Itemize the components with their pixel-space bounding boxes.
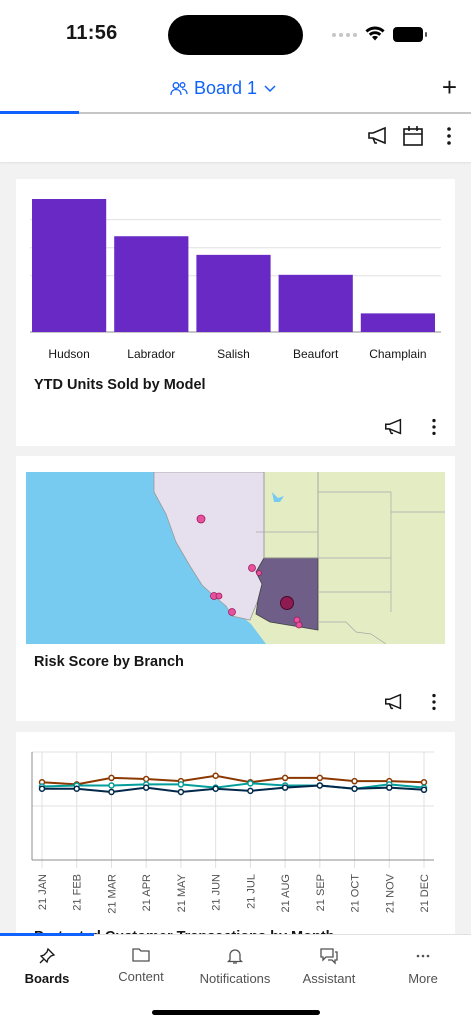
data-point[interactable] — [351, 785, 358, 792]
data-point[interactable] — [177, 781, 185, 788]
folder-icon — [132, 948, 150, 962]
data-point[interactable] — [73, 785, 80, 792]
status-time: 11:56 — [66, 22, 118, 44]
data-point[interactable] — [108, 788, 115, 796]
risk-score-map[interactable] — [26, 472, 445, 644]
megaphone-icon[interactable] — [383, 691, 405, 713]
overflow-menu-icon[interactable] — [437, 124, 461, 148]
data-point[interactable] — [281, 774, 289, 782]
bottom-nav: Boards Content Notifications Assistant M… — [0, 933, 471, 1024]
data-point[interactable] — [247, 780, 254, 787]
data-point[interactable] — [108, 774, 115, 782]
x-tick-label: 21 JUL — [245, 874, 257, 909]
wifi-icon — [365, 26, 385, 41]
data-point[interactable] — [351, 777, 358, 785]
data-point[interactable] — [316, 782, 324, 789]
nav-item-boards[interactable]: Boards — [0, 935, 94, 991]
status-bar: 11:56 — [0, 0, 471, 66]
data-point[interactable] — [142, 775, 150, 783]
board-header: Board 1 + — [0, 66, 471, 114]
x-tick-label: 21 SEP — [315, 874, 327, 911]
x-tick-label: Salish — [217, 347, 250, 361]
nav-item-more[interactable]: More — [376, 935, 470, 991]
risk-score-card[interactable]: Risk Score by Branch — [16, 456, 455, 721]
board-toolbar — [0, 114, 471, 162]
data-point[interactable] — [247, 787, 254, 795]
x-tick-label: 21 MAY — [176, 873, 188, 912]
add-board-button[interactable]: + — [441, 72, 457, 102]
x-tick-label: 21 APR — [141, 874, 153, 911]
bar[interactable] — [196, 254, 271, 332]
x-tick-label: 21 JUN — [211, 874, 223, 911]
series-line — [42, 784, 425, 793]
bar[interactable] — [114, 236, 189, 332]
board-name: Board 1 — [194, 78, 258, 98]
users-icon — [170, 81, 188, 95]
data-point[interactable] — [420, 778, 428, 786]
transactions-line-chart: 21 JAN 21 FEB 21 MAR 21 APR 21 MAY 21 JUN 21 J… — [31, 751, 434, 914]
x-tick-label: Champlain — [369, 347, 426, 361]
calendar-icon[interactable] — [401, 124, 425, 148]
data-point[interactable] — [108, 782, 115, 789]
data-point[interactable] — [212, 772, 219, 780]
series-line — [41, 774, 425, 786]
data-point[interactable] — [281, 784, 289, 791]
data-point[interactable] — [316, 774, 324, 782]
battery-icon — [393, 27, 427, 42]
units-sold-card[interactable]: Hudson Labrador Salish Beaufort Champlain YT… — [16, 179, 455, 446]
x-tick-label: 21 NOV — [384, 873, 396, 913]
nav-item-assistant[interactable]: Assistant — [282, 935, 376, 991]
overflow-menu-icon[interactable] — [423, 691, 445, 713]
pin-icon — [39, 947, 56, 964]
tab-indicator — [0, 111, 79, 114]
x-tick-label: 21 OCT — [350, 874, 362, 913]
card-title: YTD Units Sold by Model — [34, 377, 206, 393]
data-point[interactable] — [38, 785, 46, 792]
chevron-down-icon — [264, 84, 276, 92]
data-point[interactable] — [177, 788, 185, 796]
card-title: Risk Score by Branch — [34, 654, 184, 670]
x-tick-label: 21 FEB — [72, 874, 84, 911]
units-sold-bar-chart: Hudson Labrador Salish Beaufort Champlain — [30, 199, 441, 361]
overflow-menu-icon[interactable] — [423, 416, 445, 438]
nav-item-content[interactable]: Content — [94, 935, 188, 991]
more-icon — [416, 954, 430, 958]
home-indicator — [152, 1010, 320, 1015]
bar[interactable] — [32, 199, 107, 332]
megaphone-icon[interactable] — [366, 124, 390, 148]
board-selector[interactable]: Board 1 — [170, 78, 277, 99]
x-tick-label: Labrador — [127, 347, 175, 361]
data-point[interactable] — [212, 785, 219, 792]
x-tick-label: 21 DEC — [419, 874, 431, 913]
nav-item-notifications[interactable]: Notifications — [188, 935, 282, 991]
data-point[interactable] — [386, 784, 393, 791]
bell-icon — [226, 949, 244, 964]
x-tick-label: 21 MAR — [106, 874, 118, 914]
bar[interactable] — [278, 274, 353, 332]
cellular-signal-icon — [332, 33, 357, 37]
bar[interactable] — [360, 313, 435, 332]
x-tick-label: 21 JAN — [37, 874, 49, 910]
nav-active-indicator — [0, 933, 94, 936]
x-tick-label: 21 AUG — [280, 874, 292, 913]
data-point[interactable] — [420, 786, 428, 794]
chat-icon — [320, 948, 338, 965]
data-point[interactable] — [142, 784, 150, 791]
x-tick-label: Beaufort — [293, 347, 339, 361]
megaphone-icon[interactable] — [383, 416, 405, 438]
x-tick-label: Hudson — [48, 347, 89, 361]
transactions-card[interactable]: 21 JAN 21 FEB 21 MAR 21 APR 21 MAY 21 JUN 21 J… — [16, 732, 455, 962]
dynamic-island — [168, 15, 303, 55]
